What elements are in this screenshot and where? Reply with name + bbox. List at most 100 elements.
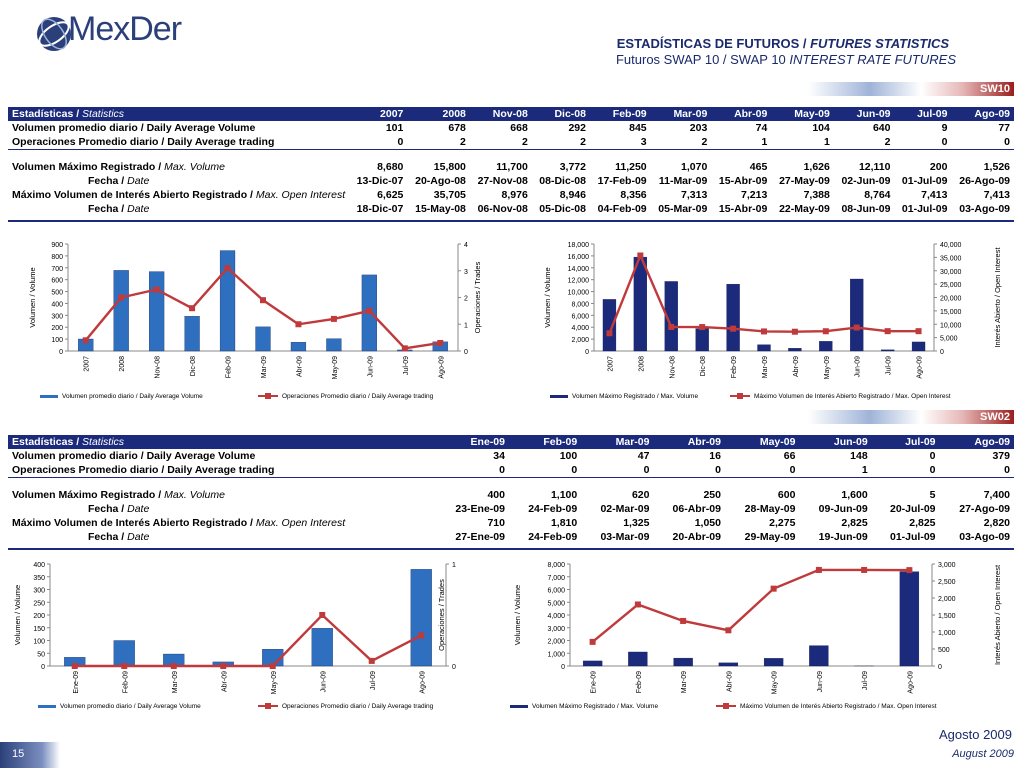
y-tick-label: 0	[59, 349, 63, 356]
row-label: Máximo Volumen de Interés Abierto Regist…	[8, 516, 436, 530]
y2-tick-label: 0	[464, 349, 468, 356]
table-cell: 2	[650, 135, 712, 150]
title-es: ESTADÍSTICAS DE FUTUROS	[616, 36, 800, 51]
x-tick-label: Dic-08	[190, 356, 197, 376]
table-cell: 01-Jul-09	[901, 202, 948, 215]
x-tick-label: Ago-09	[907, 671, 914, 694]
y-tick-label: 50	[37, 651, 45, 658]
line-marker	[295, 321, 302, 328]
y-tick-label: 300	[33, 588, 45, 595]
x-tick-label: Abr-09	[793, 356, 800, 377]
y2-tick-label: 5,000	[940, 336, 958, 343]
bar	[850, 278, 864, 352]
y2-tick-label: 20,000	[940, 296, 962, 303]
x-tick-label: Abr-09	[221, 671, 228, 692]
line-marker	[761, 328, 767, 335]
y2-tick-label: 3,000	[938, 562, 956, 569]
table-cell: 11,700	[496, 160, 528, 173]
x-tick-label: May-09	[271, 671, 278, 694]
bar	[311, 628, 333, 667]
bar	[113, 640, 135, 667]
line-marker	[170, 663, 177, 669]
y2-axis-label: Interés Abierto / Open Interest	[993, 564, 1002, 665]
y-tick-label: 2,000	[547, 639, 565, 646]
y2-tick-label: 0	[452, 664, 456, 671]
row-label: Volumen Máximo Registrado / Max. Volume	[8, 160, 349, 174]
table-cell: 28-May-09	[744, 502, 796, 515]
row-label: Volumen promedio diario / Daily Average …	[8, 121, 349, 135]
y-tick-label: 2,000	[571, 337, 589, 344]
table-row: Operaciones Promedio diario / Daily Aver…	[8, 135, 1014, 150]
y-tick-label: 100	[51, 337, 63, 344]
legend-line-label: Máximo Volumen de Interés Abierto Regist…	[754, 393, 951, 400]
y-tick-label: 200	[33, 613, 45, 620]
chart-sw10-max-volume: 0 2,000 4,000 6,000 8,000 10,000 12,000 14,000 1…	[543, 242, 1002, 400]
table-cell: 1,810	[550, 516, 578, 529]
line-marker	[368, 657, 375, 664]
y-tick-label: 8,000	[547, 562, 565, 569]
table-cell: 12,110	[858, 160, 891, 173]
table-cell: 148	[850, 449, 868, 462]
x-tick-label: Ago-09	[438, 356, 445, 379]
y2-tick-label: 10,000	[940, 322, 962, 329]
y-tick-label: 400	[33, 562, 45, 569]
table-cell: 1,626	[803, 160, 830, 173]
table-row: Máximo Volumen de Interés Abierto Regist…	[8, 516, 1014, 530]
row-label-en: Max. Open Interest	[255, 516, 346, 529]
table-cell: 0	[939, 463, 1014, 478]
sw10-code: SW10	[980, 83, 1010, 95]
logo-text: MexDer	[68, 10, 182, 48]
table-cell: 22-May-09	[779, 202, 830, 215]
legend-line-marker	[265, 703, 271, 709]
table-cell: 1,050	[694, 516, 721, 529]
x-tick-label: Mar-09	[681, 671, 688, 693]
x-tick-label: Mar-09	[261, 356, 268, 378]
x-tick-label: Ene-09	[591, 671, 598, 694]
y-tick-label: 18,000	[568, 242, 590, 249]
bar	[763, 658, 784, 667]
page-number-tab: 15	[0, 742, 60, 768]
table-cell: 15,800	[433, 160, 466, 173]
table-cell: 465	[749, 160, 768, 173]
bar	[899, 571, 920, 667]
row-label: Operaciones Promedio diario / Daily Aver…	[8, 463, 436, 478]
y2-tick-label: 2,500	[938, 579, 956, 586]
line-marker	[71, 663, 78, 669]
table-cell: 104	[812, 121, 830, 134]
row-label: Fecha / Date	[8, 202, 349, 216]
line-marker	[401, 345, 408, 352]
column-header: Ago-09	[939, 435, 1014, 449]
table-cell: 8,976	[501, 188, 528, 201]
column-header: 2007	[349, 107, 408, 121]
table-cell: 0	[653, 463, 725, 478]
table-cell: 0	[871, 463, 940, 478]
line-series	[591, 568, 910, 643]
table-cell: 47	[637, 449, 650, 462]
bar	[113, 270, 129, 352]
column-header: Ene-09	[436, 435, 509, 449]
table-cell: 20-Abr-09	[672, 530, 721, 543]
table-cell: 600	[777, 488, 796, 501]
bar	[880, 349, 895, 352]
table-cell: 15-Abr-09	[718, 202, 768, 215]
x-tick-label: Mar-09	[762, 356, 769, 378]
x-tick-label: Mar-09	[172, 671, 179, 693]
y-tick-label: 400	[51, 301, 63, 308]
table-cell: 08-Dic-08	[539, 174, 586, 187]
column-header: Abr-09	[711, 107, 772, 121]
row-label-es: Fecha /	[88, 202, 128, 215]
table-cell: 845	[629, 121, 647, 134]
line-marker	[853, 324, 860, 331]
footer-date-es: Agosto 2009	[938, 727, 1012, 742]
line-marker	[121, 663, 128, 669]
line-marker	[637, 252, 644, 259]
y-tick-label: 150	[33, 626, 45, 633]
line-marker	[589, 638, 596, 645]
column-header: Mar-09	[581, 435, 654, 449]
y2-tick-label: 0	[938, 664, 942, 671]
table-cell: 0	[894, 135, 952, 150]
bar	[718, 662, 739, 667]
y2-tick-label: 30,000	[940, 269, 962, 276]
table-cell: 06-Abr-09	[672, 502, 721, 515]
y-tick-label: 500	[51, 290, 63, 297]
